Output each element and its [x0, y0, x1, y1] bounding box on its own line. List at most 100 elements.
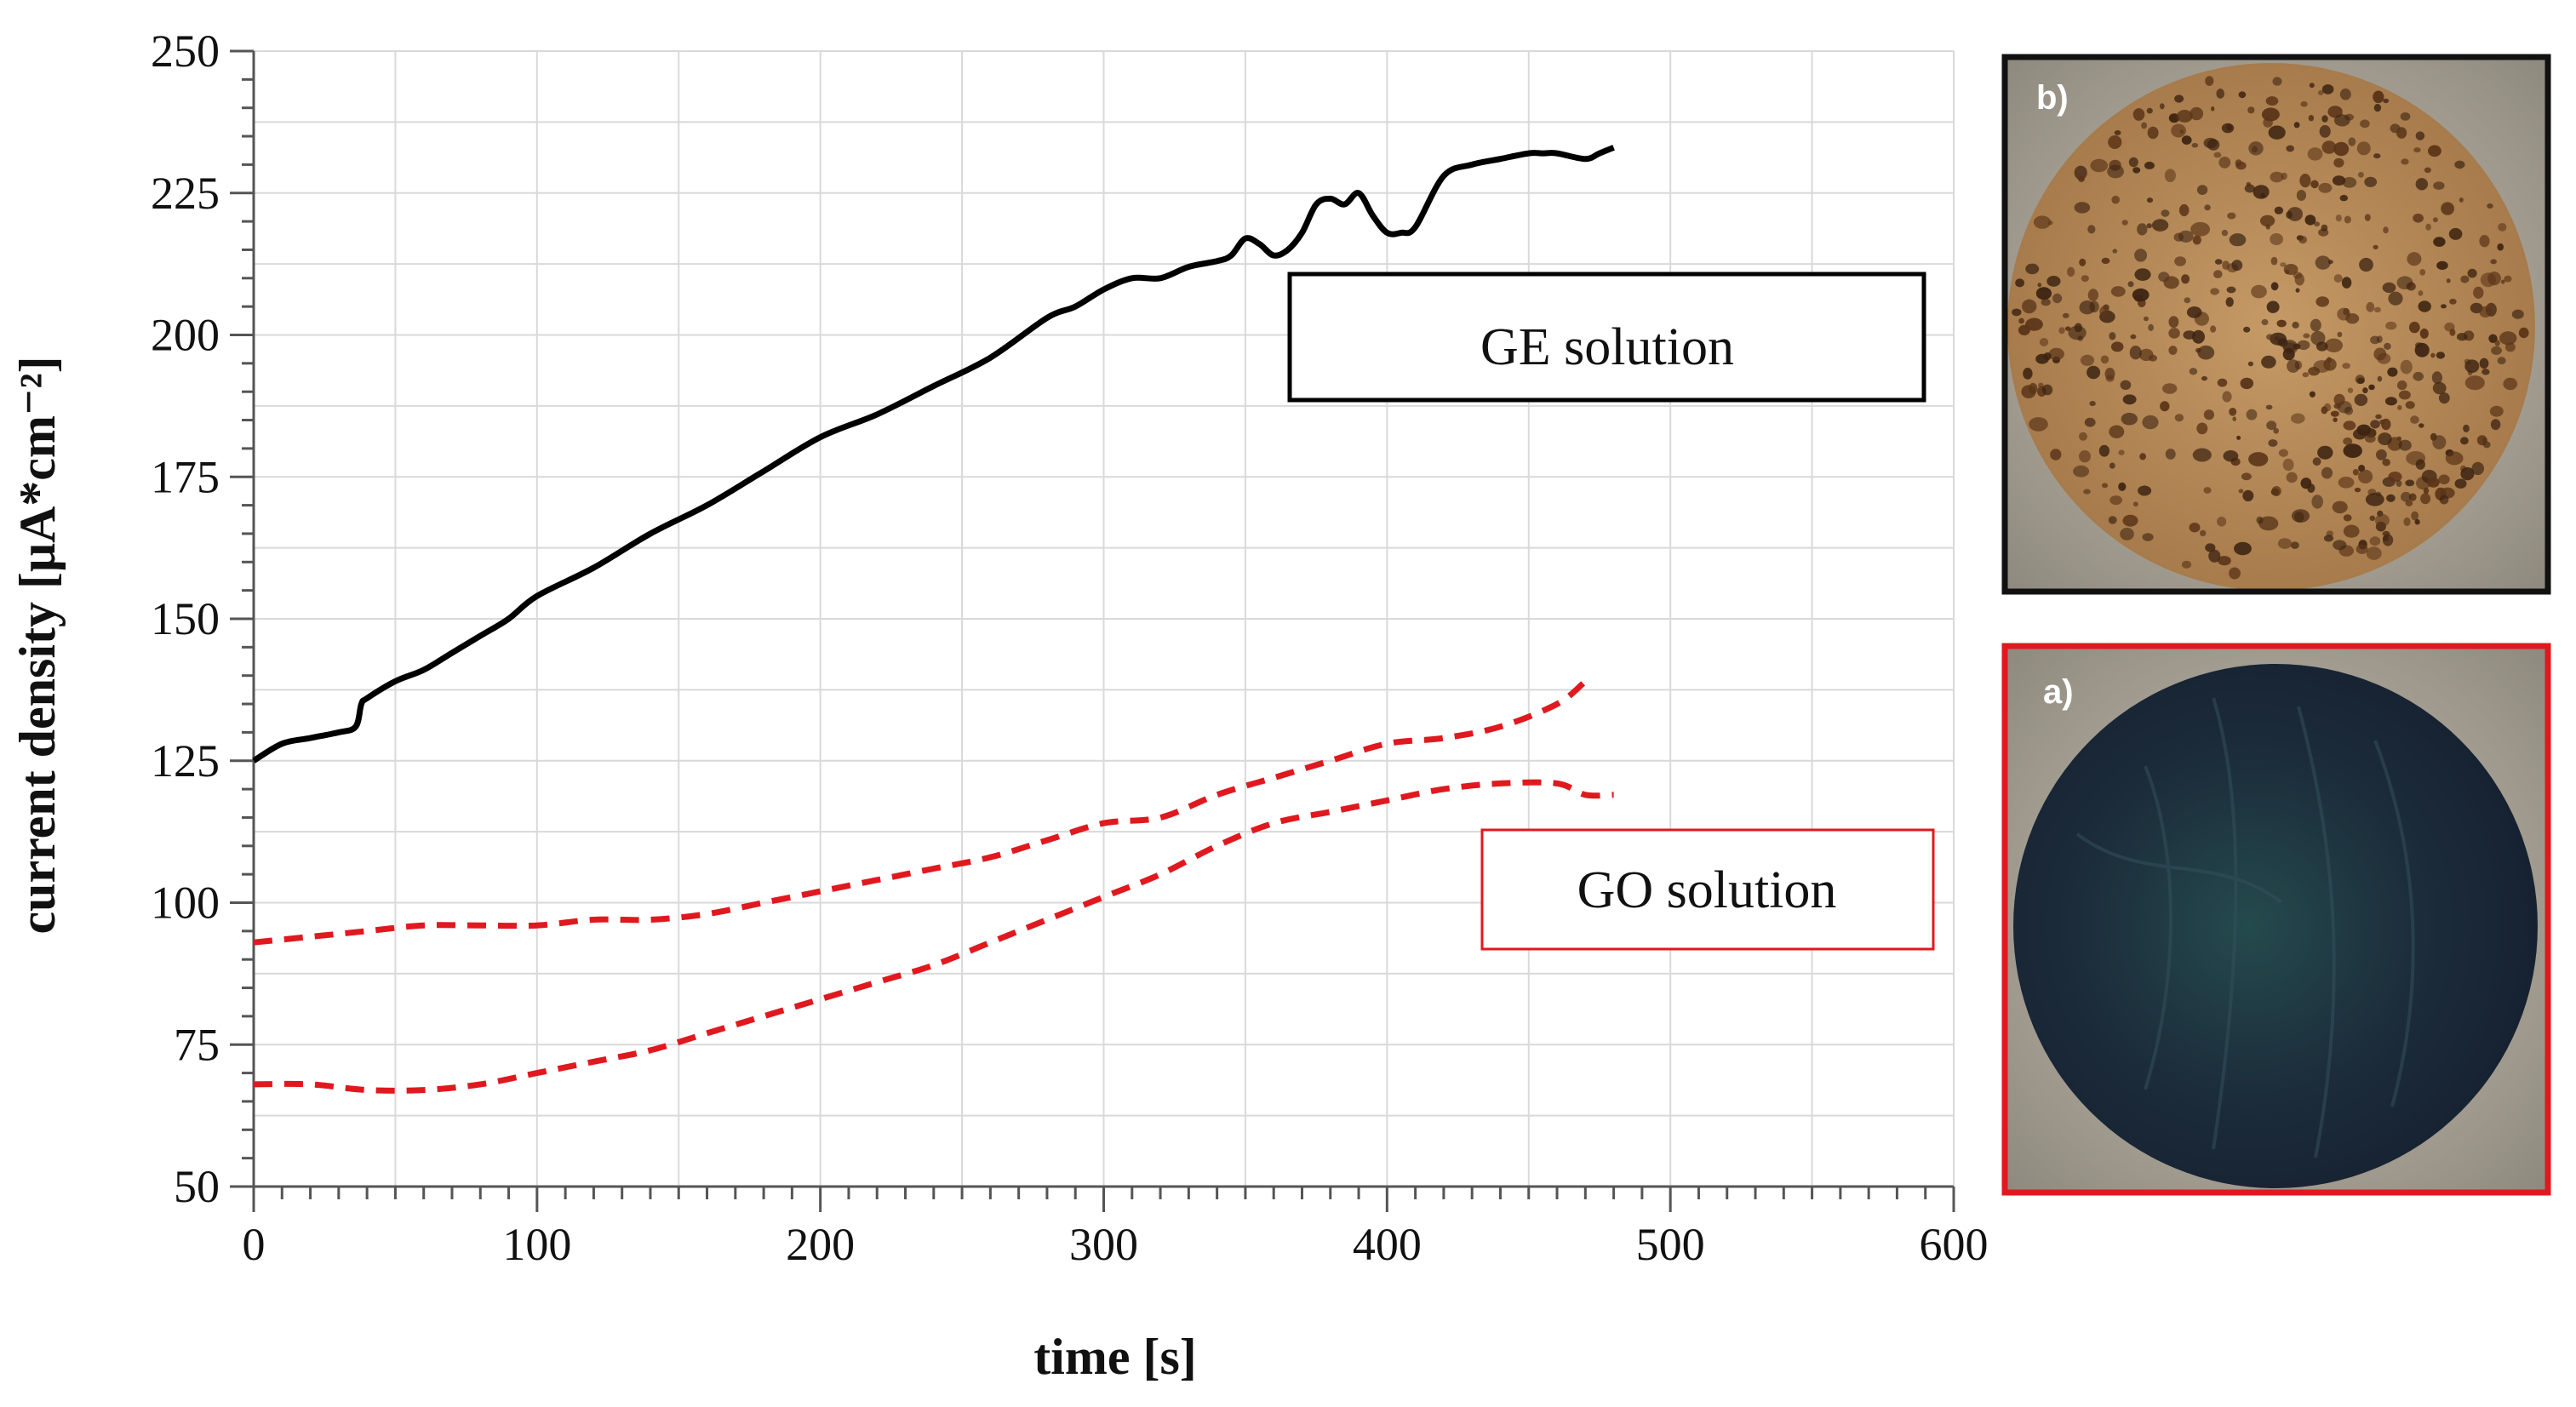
rust-spot [2343, 307, 2350, 316]
rust-spot [2270, 256, 2278, 266]
rust-spot [2419, 328, 2429, 339]
rust-spot [2148, 323, 2155, 331]
rust-spot [2108, 516, 2117, 524]
rust-spot [2247, 106, 2255, 114]
rust-spot [2339, 194, 2349, 202]
rust-spot [2318, 182, 2333, 193]
rust-spot [2432, 435, 2447, 449]
rust-spot [2298, 236, 2308, 244]
y-tick-label: 50 [174, 1161, 220, 1212]
rust-spot [2137, 223, 2148, 236]
rust-spot [2041, 298, 2051, 306]
rust-spot [2147, 126, 2159, 140]
rust-spot [2490, 419, 2501, 431]
rust-spot [2400, 112, 2411, 121]
rust-spot [2277, 338, 2288, 347]
rust-spot [2225, 297, 2234, 307]
y-tick-label: 200 [151, 310, 220, 361]
rust-spot [2414, 518, 2420, 525]
rust-spot [2120, 380, 2132, 390]
x-tick-label: 200 [786, 1219, 855, 1270]
rust-spot [2273, 427, 2279, 434]
rust-spot [2171, 123, 2187, 138]
rust-spot [2479, 235, 2490, 248]
rust-spot [2232, 416, 2236, 422]
rust-spot [2418, 300, 2431, 312]
rust-spot [2080, 354, 2095, 366]
rust-spot [2146, 107, 2153, 114]
rust-spot [2302, 372, 2310, 378]
rust-spot [2482, 438, 2487, 444]
rust-spot [2039, 338, 2049, 346]
rust-spot [2316, 296, 2329, 307]
rust-spot [2423, 487, 2430, 495]
rust-spot [2216, 89, 2224, 99]
rust-spot [2398, 390, 2411, 400]
rust-spot [2335, 214, 2342, 222]
rust-spot [2488, 334, 2498, 343]
rust-spot [2373, 104, 2382, 112]
rust-spot [2122, 394, 2137, 405]
rust-spot [2291, 413, 2305, 424]
rust-spot [2504, 275, 2512, 283]
rust-spot [2315, 255, 2331, 270]
rust-spot [2321, 84, 2334, 94]
rust-spot [2103, 304, 2109, 311]
rust-spot [2432, 381, 2447, 395]
rust-spot [2142, 415, 2159, 430]
rust-spot [2341, 277, 2352, 289]
rust-spot [2418, 290, 2424, 296]
rust-spot [2446, 278, 2451, 283]
rust-spot [2203, 409, 2214, 420]
rust-spot [2396, 436, 2401, 441]
rust-spot [2132, 108, 2145, 121]
rust-spot [2129, 346, 2142, 360]
rust-spot [2352, 469, 2359, 476]
y-tick-label: 175 [151, 451, 220, 502]
rust-spot [2178, 230, 2194, 243]
rust-spot [2432, 217, 2438, 223]
axes [230, 49, 1955, 1212]
rust-spot [2210, 325, 2217, 333]
rust-spot [2332, 500, 2348, 514]
rust-spot [2251, 284, 2267, 299]
rust-spot [2121, 220, 2128, 226]
rust-spot [2327, 106, 2343, 118]
rust-spot [2368, 384, 2375, 391]
rust-spot [2114, 130, 2121, 135]
rust-spot [2433, 181, 2445, 191]
rust-spot [2144, 316, 2149, 322]
y-tick-label: 225 [151, 168, 220, 219]
x-tick-label: 500 [1636, 1219, 1705, 1270]
rust-spot [2479, 357, 2489, 369]
rust-spot [2369, 515, 2376, 521]
rust-spot [2438, 392, 2450, 404]
rust-spot [2494, 340, 2500, 346]
rust-spot [2192, 448, 2212, 462]
rust-spot [2323, 357, 2337, 371]
rust-spot [2436, 352, 2446, 359]
rust-spot [2052, 293, 2063, 304]
rust-spot [2089, 401, 2096, 407]
rust-spot [2109, 332, 2116, 340]
rust-spot [2456, 333, 2468, 341]
rust-spot [2247, 361, 2253, 367]
rust-spot [2400, 359, 2413, 375]
rust-spot [2248, 452, 2269, 466]
rust-spot [2364, 434, 2376, 443]
rust-spot [2408, 321, 2420, 334]
rust-spot [2222, 391, 2232, 403]
rust-spot [2274, 206, 2284, 214]
rust-spot [2321, 140, 2337, 154]
series-line-go-2 [253, 779, 1614, 1094]
rust-spot [2401, 158, 2409, 165]
rust-spot [2217, 378, 2228, 387]
rust-spot [2415, 131, 2425, 140]
rust-spot [2018, 324, 2030, 335]
rust-spot [2268, 439, 2278, 447]
rust-spot [2189, 523, 2201, 533]
rust-spot [2272, 77, 2282, 86]
rust-spot [2332, 175, 2346, 186]
rust-spot [2132, 167, 2141, 174]
